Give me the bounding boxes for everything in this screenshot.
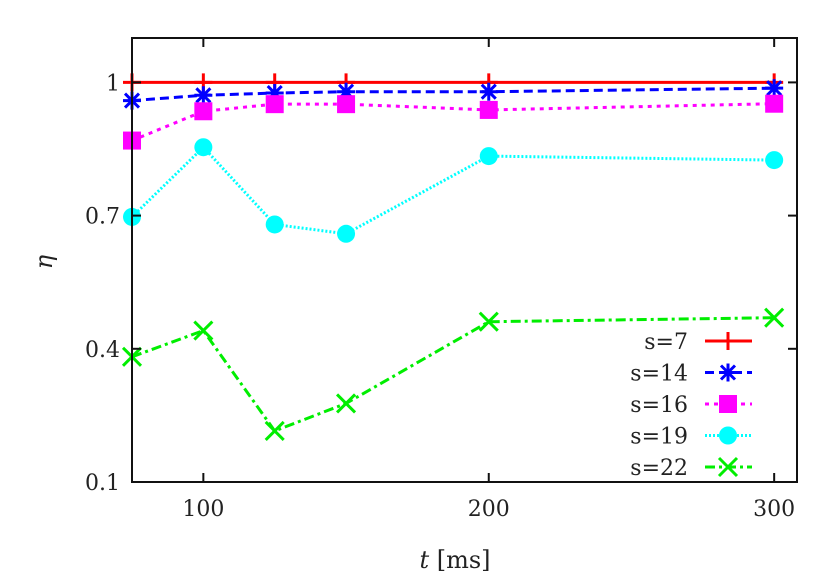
data-point-square <box>765 94 784 113</box>
legend-label: s=14 <box>630 362 688 387</box>
data-point-circle <box>337 224 356 243</box>
data-point-cross <box>264 420 285 442</box>
legend-label: s=16 <box>630 393 688 418</box>
data-point-asterisk <box>479 82 498 101</box>
series-line <box>131 86 775 103</box>
data-point-asterisk <box>765 79 784 98</box>
data-point-circle <box>479 147 498 166</box>
legend: s=7 s=14 s=16 s=19 s=22 <box>630 330 752 481</box>
data-point-square <box>337 95 356 114</box>
y-tick-label: 0.1 <box>85 471 120 496</box>
y-axis-label: η <box>30 254 58 269</box>
legend-label: s=22 <box>630 456 688 481</box>
data-point-cross <box>193 320 214 341</box>
data-point-square <box>265 95 284 114</box>
data-point-circle <box>194 138 213 157</box>
data-point-square <box>194 102 213 121</box>
data-point-cross <box>478 311 499 332</box>
data-point-asterisk <box>719 363 737 382</box>
x-tick-label: 200 <box>468 497 510 522</box>
x-tick-label: 300 <box>753 497 795 522</box>
series-line <box>131 102 775 142</box>
data-point-cross <box>335 393 357 414</box>
plot-frame <box>131 37 798 483</box>
legend-label: s=19 <box>630 425 688 450</box>
y-tick-label: 0.4 <box>85 338 120 363</box>
data-point-circle <box>265 215 284 234</box>
data-point-cross <box>717 456 739 478</box>
y-tick-label: 1 <box>106 71 120 96</box>
data-point-asterisk <box>194 86 213 105</box>
data-point-plus <box>719 332 737 350</box>
data-point-cross <box>764 307 785 328</box>
series-line <box>130 145 775 236</box>
data-point-square <box>479 100 498 119</box>
data-point-circle <box>719 426 737 445</box>
y-tick-label: 0.7 <box>85 205 120 230</box>
series-line <box>131 316 775 433</box>
x-tick-label: 100 <box>182 497 224 522</box>
legend-label: s=7 <box>644 330 688 355</box>
data-point-asterisk <box>337 82 356 101</box>
data-point-square <box>719 395 737 413</box>
data-point-circle <box>765 151 784 170</box>
series-s-19 <box>123 138 784 243</box>
x-axis-label: t [ms] <box>419 546 490 574</box>
series-s-16 <box>123 94 784 150</box>
data-point-asterisk <box>265 84 284 103</box>
